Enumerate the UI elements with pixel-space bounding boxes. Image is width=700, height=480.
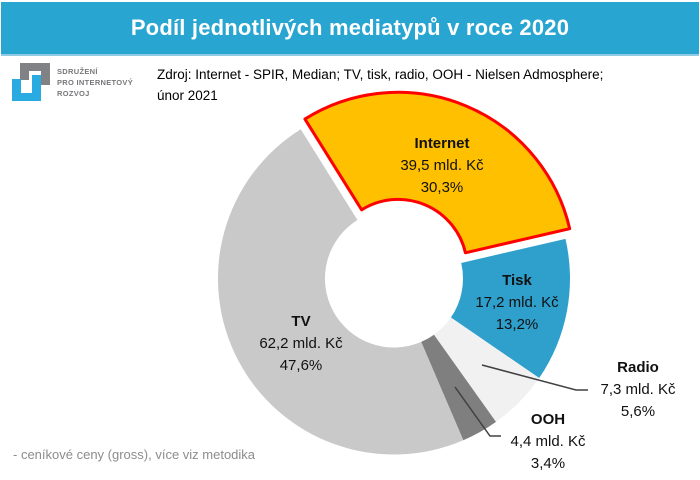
label-ooh: OOH 4,4 mld. Kč 3,4% (510, 409, 585, 475)
source-line-2: únor 2021 (157, 88, 218, 103)
label-tisk-name: Tisk (502, 272, 532, 289)
label-ooh-pct: 3,4% (530, 455, 566, 472)
label-tv-name: TV (291, 313, 311, 330)
label-tisk: Tisk 17,2 mld. Kč 13,2% (475, 270, 558, 336)
label-tisk-pct: 13,2% (495, 316, 539, 333)
label-internet-value: 39,5 mld. Kč (400, 157, 484, 174)
label-internet-name: Internet (414, 135, 470, 152)
label-radio-value: 7,3 mld. Kč (600, 381, 676, 398)
label-tisk-value: 17,2 mld. Kč (475, 294, 559, 311)
label-radio-name: Radio (617, 359, 659, 376)
slice-internet[interactable] (303, 90, 572, 255)
spir-logo: SDRUŽENÍ PRO INTERNETOVÝ ROZVOJ (11, 62, 133, 102)
label-tv: TV 62,2 mld. Kč 47,6% (259, 311, 342, 377)
header-bar: Podíl jednotlivých mediatypů v roce 2020 (1, 2, 699, 56)
label-tv-value: 62,2 mld. Kč (259, 335, 343, 352)
label-internet-pct: 30,3% (420, 179, 464, 196)
slice-radio[interactable] (433, 317, 540, 422)
label-tv-pct: 47,6% (279, 357, 323, 374)
ooh-leader-line (454, 386, 501, 437)
logo-line-1: SDRUŽENÍ (57, 66, 98, 76)
label-ooh-value: 4,4 mld. Kč (510, 433, 586, 450)
label-ooh-name: OOH (530, 411, 566, 428)
page-title: Podíl jednotlivých mediatypů v roce 2020 (130, 15, 570, 40)
logo-line-2: PRO INTERNETOVÝ (57, 77, 134, 87)
footnote: - ceníkové ceny (gross), více viz metodi… (13, 447, 256, 462)
source-line-1: Zdroj: Internet - SPIR, Median; TV, tisk… (157, 67, 604, 82)
slice-tv[interactable] (217, 129, 464, 455)
spir-logo-text: SDRUŽENÍ PRO INTERNETOVÝ ROZVOJ (57, 66, 133, 99)
label-radio: Radio 7,3 mld. Kč 5,6% (600, 357, 675, 423)
label-internet: Internet 39,5 mld. Kč 30,3% (400, 133, 483, 199)
logo-line-3: ROZVOJ (57, 88, 90, 98)
slice-ooh[interactable] (421, 334, 496, 441)
source-note: Zdroj: Internet - SPIR, Median; TV, tisk… (157, 64, 603, 106)
spir-logo-icon (12, 63, 50, 101)
radio-leader-line (481, 364, 588, 391)
label-radio-pct: 5,6% (620, 403, 656, 420)
slice-tisk[interactable] (450, 238, 570, 379)
